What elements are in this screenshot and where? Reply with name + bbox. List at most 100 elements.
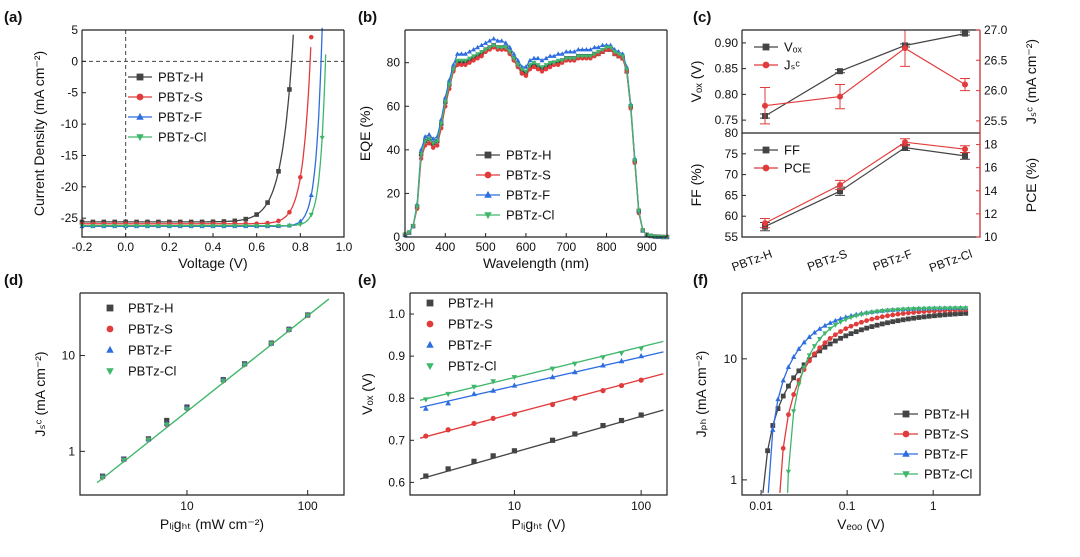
jph-point-0 [926, 313, 932, 319]
jph-point-3 [905, 307, 912, 313]
y-tick-label-b: 20 [387, 186, 401, 200]
voc-point-1 [638, 377, 644, 383]
y-tick-label-f: 10 [724, 352, 738, 366]
x-tick-label-f: 0.1 [839, 499, 856, 513]
x-tick-label-a: 0.4 [205, 240, 222, 254]
eqe-point-2 [487, 38, 493, 43]
voc-point-1 [423, 433, 429, 439]
jv-point-3 [123, 223, 129, 229]
voc-point-2 [422, 405, 429, 411]
left-tick-label-c-bottom: 75 [725, 147, 739, 161]
jph-point-1 [780, 445, 786, 451]
y-tick-label-e: 0.9 [388, 349, 405, 363]
eqe-point-3 [507, 50, 513, 55]
legend-marker-3 [426, 363, 434, 371]
jph-point-0 [874, 322, 880, 328]
jph-point-0 [947, 311, 953, 317]
jph-point-0 [958, 311, 963, 317]
eqe-point-1 [535, 67, 541, 72]
y-tick-label-a: -10 [61, 117, 79, 131]
jph-point-2 [811, 329, 818, 335]
jv-point-3 [90, 223, 96, 229]
jph-point-0 [765, 448, 770, 454]
jph-point-1 [822, 340, 828, 346]
jph-point-3 [796, 382, 802, 388]
voc-point-0 [618, 417, 625, 424]
eqe-point-2 [515, 57, 521, 63]
left-tick-label-c-top: 0.85 [715, 62, 739, 76]
voc-point-0 [572, 431, 578, 437]
y-axis-label-e: Vₒₓ (V) [359, 373, 375, 415]
jph-point-1 [832, 332, 838, 338]
eqe-point-1 [435, 143, 440, 148]
eqe-point-1 [523, 73, 529, 78]
data-point-c-bottom-0 [837, 188, 843, 195]
jph-point-3 [864, 311, 870, 317]
eqe-point-3 [475, 52, 480, 57]
left-tick-label-c-bottom: 65 [725, 188, 739, 202]
eqe-point-1 [547, 64, 553, 70]
eqe-point-2 [523, 64, 529, 69]
eqe-point-2 [555, 51, 561, 56]
jv-point-3 [210, 223, 216, 229]
jph-point-3 [900, 307, 906, 313]
jv-point-3 [155, 223, 161, 229]
jph-point-3 [874, 309, 880, 315]
jph-point-2 [832, 317, 839, 323]
eqe-point-1 [527, 67, 533, 72]
eqe-point-3 [608, 45, 613, 51]
y-tick-label-d: 10 [62, 349, 76, 363]
category-label-c: PBTz-H [730, 247, 774, 275]
jph-curve-2 [767, 307, 966, 493]
jph-point-3 [947, 306, 953, 312]
data-point-c-bottom-1 [902, 139, 908, 146]
axes-frame-c-bottom [741, 133, 981, 238]
eqe-point-3 [579, 54, 585, 59]
subplot-c-top: 0.75 0.80 0.85 0.90 25.5 26.0 26.5 27.0 Vₒₓ (V) J… [688, 23, 1039, 134]
y-tick-label-b: 0 [393, 230, 400, 244]
legend-label-2: PBTz-F [924, 447, 968, 462]
data-point-c-bottom-0 [902, 144, 908, 151]
voc-point-1 [490, 415, 496, 422]
jph-point-0 [786, 383, 791, 389]
jph-point-0 [770, 423, 776, 428]
jph-point-3 [890, 308, 896, 313]
y-tick-label-f: 1 [730, 473, 737, 487]
x-tick-label-b: 700 [556, 240, 576, 254]
jph-point-0 [869, 324, 875, 329]
jv-point-0 [254, 212, 259, 217]
x-tick-label-a: 0.8 [292, 240, 309, 254]
voc-point-0 [600, 422, 606, 429]
voc-point-3 [618, 351, 625, 357]
legend-marker-0 [762, 146, 770, 154]
jph-point-3 [827, 326, 833, 332]
voc-point-3 [600, 355, 606, 361]
voc-point-0 [471, 458, 477, 464]
eqe-point-1 [531, 64, 537, 70]
jsc-point-3 [268, 341, 275, 347]
eqe-point-3 [515, 63, 521, 68]
right-tick-label-c-bottom: 16 [984, 161, 998, 175]
eqe-point-2 [600, 42, 605, 48]
jv-point-3 [243, 223, 249, 229]
right-axis-label-c-bottom: PCE (%) [1023, 158, 1039, 212]
eqe-point-2 [471, 46, 476, 52]
legend-label-2: PBTz-F [506, 188, 550, 203]
voc-point-0 [490, 453, 496, 459]
eqe-point-3 [450, 67, 456, 72]
voc-point-2 [471, 390, 477, 397]
eqe-point-3 [620, 54, 626, 59]
eqe-point-3 [648, 234, 654, 239]
jph-point-1 [874, 315, 880, 321]
trend-line-c-top-1 [764, 47, 966, 107]
x-tick-label-b: 800 [597, 240, 617, 254]
right-axis-label-c-top: Jₛᶜ (mA cm⁻²) [1023, 39, 1039, 124]
eqe-point-3 [434, 139, 440, 144]
panel-label-b: (b) [358, 9, 377, 26]
eqe-point-2 [475, 44, 480, 50]
jv-curve-3 [82, 54, 327, 227]
x-tick-label-d: 100 [298, 499, 318, 513]
axes-frame-a [81, 29, 345, 238]
fit-line-e-0 [419, 409, 664, 480]
jph-point-0 [827, 341, 833, 347]
